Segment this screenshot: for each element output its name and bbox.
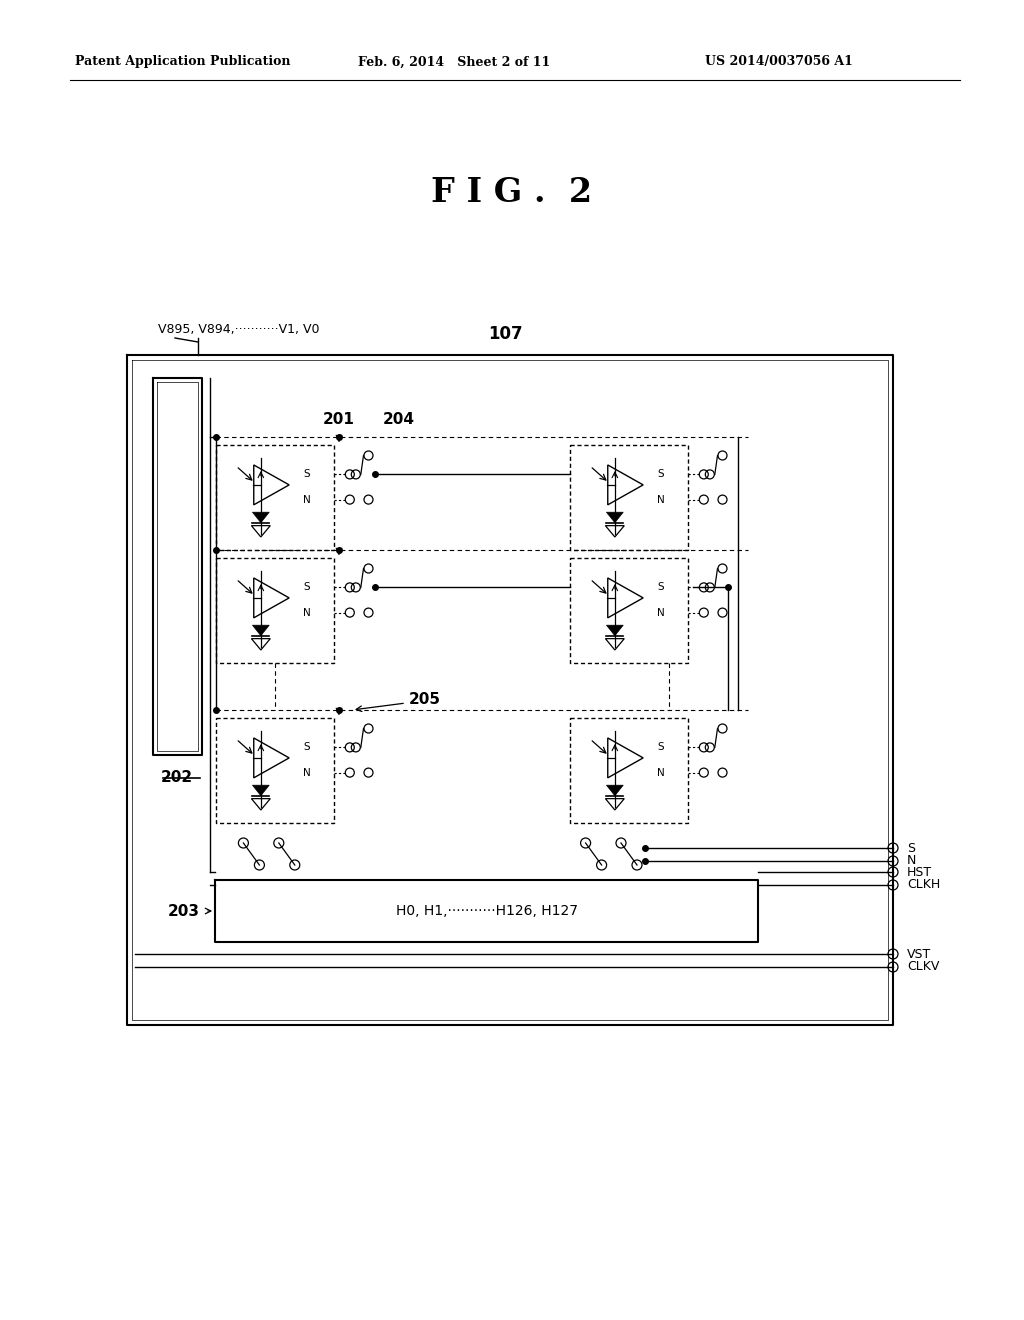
Polygon shape: [253, 785, 269, 796]
Text: 202: 202: [161, 770, 194, 785]
Text: N: N: [657, 495, 665, 504]
Text: 201: 201: [323, 412, 355, 426]
Text: N: N: [303, 768, 311, 777]
Text: 205: 205: [409, 693, 441, 708]
Text: 203: 203: [168, 903, 200, 919]
Text: S: S: [303, 582, 310, 593]
Text: N: N: [907, 854, 916, 867]
Text: CLKV: CLKV: [907, 961, 939, 974]
Text: S: S: [303, 742, 310, 752]
Text: VST: VST: [907, 948, 931, 961]
Text: S: S: [657, 470, 664, 479]
Text: S: S: [303, 470, 310, 479]
Text: N: N: [657, 607, 665, 618]
Polygon shape: [253, 512, 269, 523]
Polygon shape: [606, 785, 624, 796]
Text: S: S: [657, 582, 664, 593]
Bar: [215, 880, 758, 942]
Text: CLKH: CLKH: [907, 879, 940, 891]
Polygon shape: [253, 626, 269, 636]
Text: V895, V894,···········V1, V0: V895, V894,···········V1, V0: [158, 323, 319, 337]
Text: Feb. 6, 2014   Sheet 2 of 11: Feb. 6, 2014 Sheet 2 of 11: [358, 55, 550, 69]
Text: HST: HST: [907, 866, 932, 879]
Text: 204: 204: [383, 412, 415, 426]
Text: H0, H1,···········H126, H127: H0, H1,···········H126, H127: [395, 904, 578, 917]
Text: N: N: [303, 607, 311, 618]
Text: US 2014/0037056 A1: US 2014/0037056 A1: [705, 55, 853, 69]
Text: S: S: [907, 842, 915, 854]
Text: S: S: [657, 742, 664, 752]
Text: N: N: [303, 495, 311, 504]
Text: Patent Application Publication: Patent Application Publication: [75, 55, 291, 69]
Polygon shape: [606, 626, 624, 636]
Text: N: N: [657, 768, 665, 777]
Text: 107: 107: [487, 325, 522, 343]
Polygon shape: [606, 512, 624, 523]
Text: F I G .  2: F I G . 2: [431, 176, 593, 209]
